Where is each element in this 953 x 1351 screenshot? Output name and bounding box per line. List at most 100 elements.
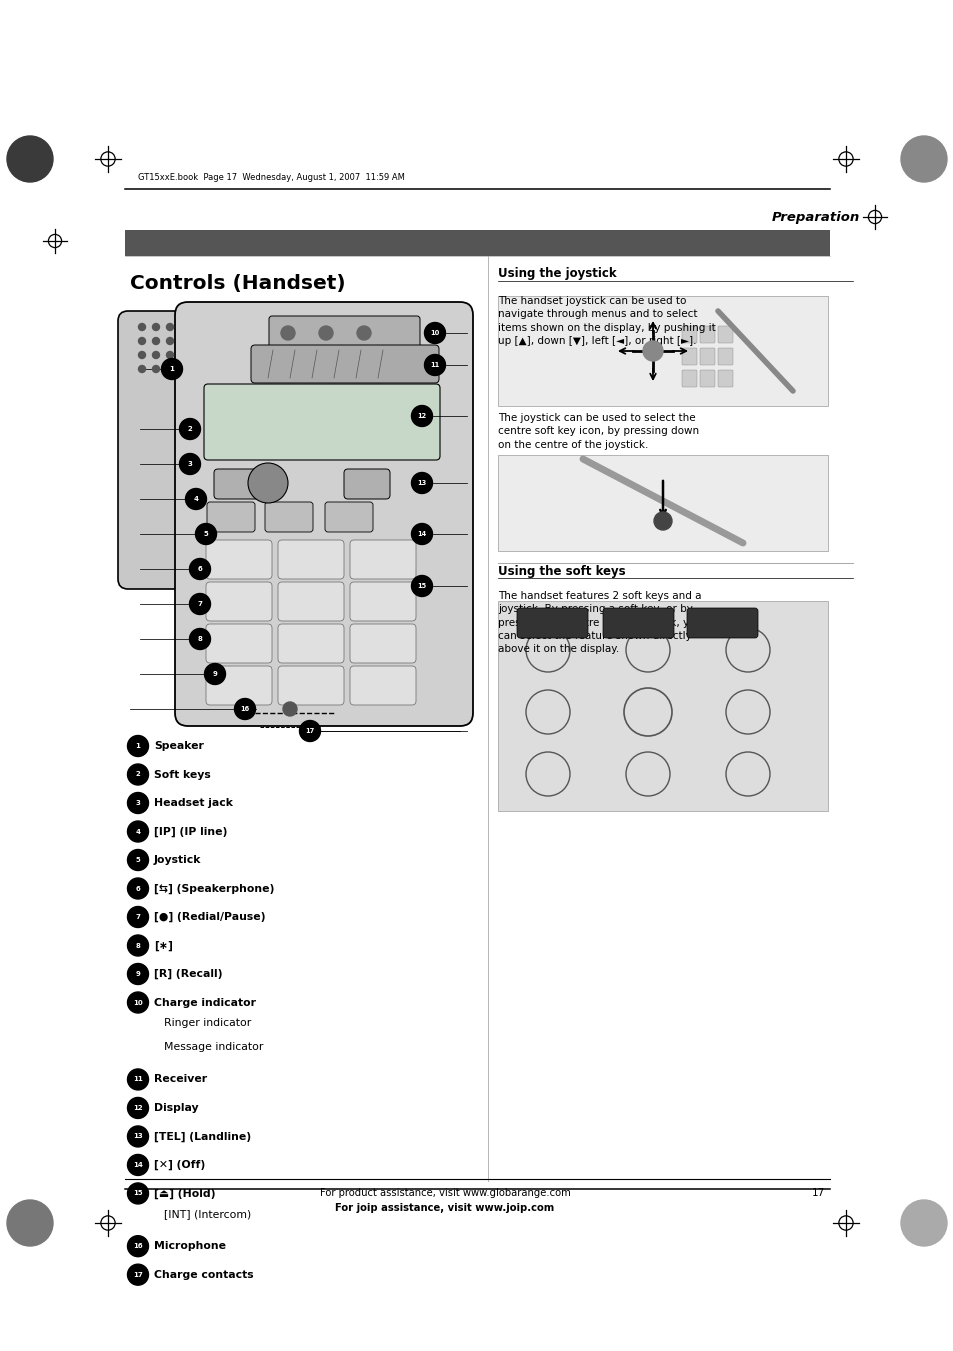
Text: [∗]: [∗] <box>153 940 172 951</box>
Text: Message indicator: Message indicator <box>164 1042 263 1052</box>
Text: 17: 17 <box>810 1188 823 1198</box>
Text: [IP] (IP line): [IP] (IP line) <box>153 827 227 836</box>
FancyBboxPatch shape <box>350 582 416 621</box>
FancyBboxPatch shape <box>344 469 390 499</box>
FancyBboxPatch shape <box>718 370 732 386</box>
Text: 9: 9 <box>135 971 140 977</box>
Circle shape <box>128 850 149 870</box>
Text: 3: 3 <box>135 800 140 807</box>
Text: 12: 12 <box>133 1105 143 1111</box>
FancyBboxPatch shape <box>174 303 473 725</box>
Circle shape <box>128 821 149 842</box>
Circle shape <box>411 473 432 493</box>
Circle shape <box>152 338 159 345</box>
Circle shape <box>138 323 146 331</box>
Text: [INT] (Intercom): [INT] (Intercom) <box>164 1209 251 1219</box>
Text: Charge contacts: Charge contacts <box>153 1270 253 1279</box>
Text: [TEL] (Landline): [TEL] (Landline) <box>153 1131 251 1142</box>
Text: For product assistance, visit www.globarange.com: For product assistance, visit www.globar… <box>319 1188 570 1198</box>
Text: 5: 5 <box>135 857 140 863</box>
Text: [R] (Recall): [R] (Recall) <box>153 969 222 979</box>
Circle shape <box>128 793 149 813</box>
FancyBboxPatch shape <box>718 349 732 365</box>
Text: 8: 8 <box>197 636 202 642</box>
FancyBboxPatch shape <box>681 370 697 386</box>
Circle shape <box>128 1265 149 1285</box>
Text: 7: 7 <box>197 601 202 607</box>
FancyBboxPatch shape <box>681 349 697 365</box>
FancyBboxPatch shape <box>686 608 758 638</box>
Text: 6: 6 <box>135 885 140 892</box>
Circle shape <box>128 907 149 928</box>
Text: 14: 14 <box>132 1162 143 1169</box>
Text: 15: 15 <box>133 1190 143 1197</box>
FancyBboxPatch shape <box>325 503 373 532</box>
Text: 16: 16 <box>240 707 250 712</box>
Circle shape <box>167 323 173 331</box>
Circle shape <box>167 351 173 358</box>
Circle shape <box>642 340 662 361</box>
Circle shape <box>167 366 173 373</box>
FancyBboxPatch shape <box>700 326 714 343</box>
Text: 1: 1 <box>170 366 174 372</box>
Text: [⇆] (Speakerphone): [⇆] (Speakerphone) <box>153 884 274 893</box>
Circle shape <box>190 593 211 615</box>
Circle shape <box>411 405 432 427</box>
Circle shape <box>152 323 159 331</box>
Circle shape <box>138 351 146 358</box>
Circle shape <box>128 1183 149 1204</box>
Circle shape <box>167 338 173 345</box>
Text: 8: 8 <box>135 943 140 948</box>
FancyBboxPatch shape <box>207 503 254 532</box>
Circle shape <box>179 454 200 474</box>
Circle shape <box>179 419 200 439</box>
Circle shape <box>7 1200 53 1246</box>
Text: Using the soft keys: Using the soft keys <box>497 565 625 577</box>
Circle shape <box>299 720 320 742</box>
FancyBboxPatch shape <box>497 455 827 551</box>
Circle shape <box>411 523 432 544</box>
Text: 10: 10 <box>133 1000 143 1005</box>
Circle shape <box>152 366 159 373</box>
Circle shape <box>128 935 149 957</box>
Circle shape <box>654 512 671 530</box>
Text: The handset joystick can be used to
navigate through menus and to select
items s: The handset joystick can be used to navi… <box>497 296 715 346</box>
Circle shape <box>152 351 159 358</box>
Circle shape <box>356 326 371 340</box>
FancyBboxPatch shape <box>125 230 829 255</box>
Text: Headset jack: Headset jack <box>153 798 233 808</box>
Text: Controls (Handset): Controls (Handset) <box>130 274 345 293</box>
Text: 9: 9 <box>213 671 217 677</box>
FancyBboxPatch shape <box>269 316 419 349</box>
Text: [⏏] (Hold): [⏏] (Hold) <box>153 1189 215 1198</box>
FancyBboxPatch shape <box>517 608 587 638</box>
FancyBboxPatch shape <box>251 345 438 382</box>
Circle shape <box>128 1125 149 1147</box>
Circle shape <box>128 765 149 785</box>
Text: 5: 5 <box>203 531 208 536</box>
FancyBboxPatch shape <box>265 503 313 532</box>
Text: 6: 6 <box>197 566 202 571</box>
Text: 14: 14 <box>417 531 426 536</box>
Circle shape <box>128 963 149 985</box>
Circle shape <box>190 558 211 580</box>
Text: 11: 11 <box>430 362 439 367</box>
FancyBboxPatch shape <box>206 624 272 663</box>
FancyBboxPatch shape <box>350 540 416 580</box>
Circle shape <box>900 136 946 182</box>
Circle shape <box>128 735 149 757</box>
Circle shape <box>900 1200 946 1246</box>
Text: Charge indicator: Charge indicator <box>153 997 255 1008</box>
Text: 7: 7 <box>135 915 140 920</box>
Text: Display: Display <box>153 1102 198 1113</box>
Circle shape <box>195 523 216 544</box>
FancyBboxPatch shape <box>206 666 272 705</box>
Circle shape <box>161 358 182 380</box>
FancyBboxPatch shape <box>277 624 344 663</box>
FancyBboxPatch shape <box>700 349 714 365</box>
FancyBboxPatch shape <box>602 608 673 638</box>
Text: 10: 10 <box>430 330 439 336</box>
Text: [✕] (Off): [✕] (Off) <box>153 1159 205 1170</box>
Text: 17: 17 <box>305 728 314 734</box>
FancyBboxPatch shape <box>700 370 714 386</box>
